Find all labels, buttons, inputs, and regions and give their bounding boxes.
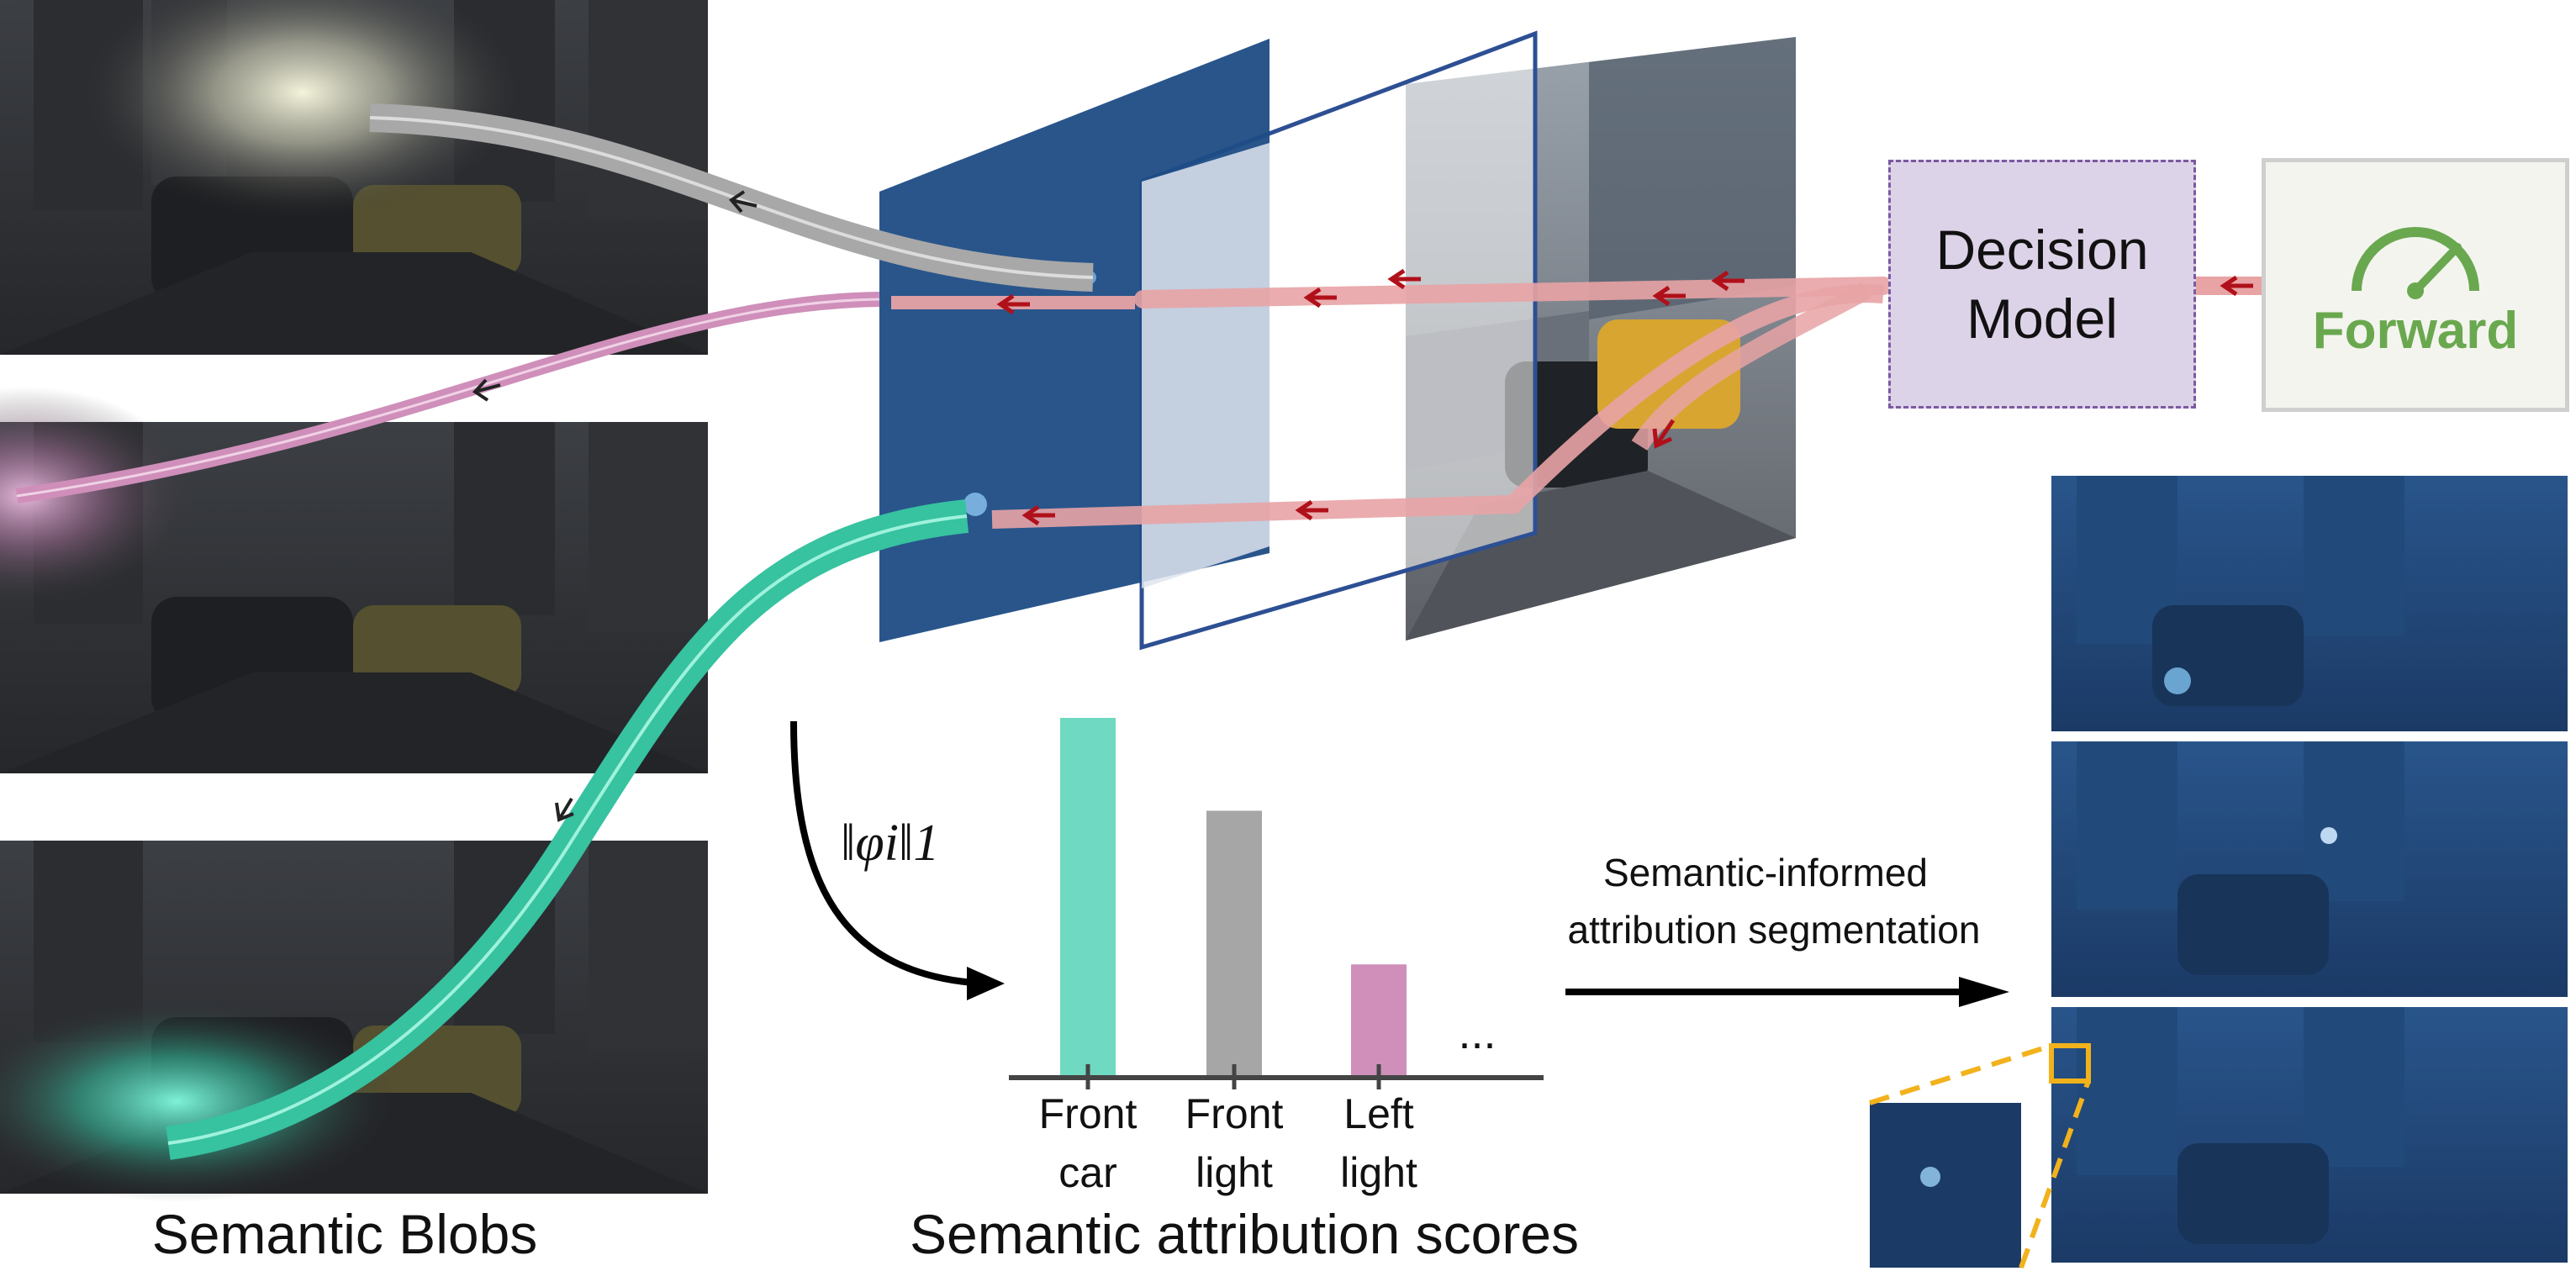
forward-label: Forward xyxy=(2312,302,2519,360)
teal-blob-tube xyxy=(166,499,969,1160)
bar-label-line: light xyxy=(1340,1149,1417,1196)
bar-label-front-light: Front light xyxy=(1150,1084,1318,1202)
segmentation-label-line1: Semantic-informed xyxy=(1602,851,1929,894)
bar-front-light xyxy=(1206,810,1262,1075)
pink-blob-tube xyxy=(15,292,880,504)
segmentation-label-line2: attribution segmentation xyxy=(1567,908,1981,952)
curved-arrow xyxy=(790,720,984,987)
segmentation-heatmap-light xyxy=(2051,741,2568,997)
decision-model-line1: Decision xyxy=(1935,219,2149,281)
zoom-inset xyxy=(1869,1043,2091,1269)
bar-label-left-light: Left light xyxy=(1295,1084,1463,1202)
bar-left-light xyxy=(1351,964,1407,1075)
segmentation-heatmap-car xyxy=(2051,476,2568,731)
bar-chart-ellipsis: ... xyxy=(1458,1008,1497,1058)
blob-image-left-light xyxy=(0,387,708,773)
bar-label-line: Left xyxy=(1343,1090,1414,1137)
decision-model-box: Decision Model xyxy=(1888,160,2196,409)
bar-label-front-car: Front car xyxy=(1004,1084,1172,1202)
bar-front-car xyxy=(1060,718,1116,1075)
segmentation-heatmap-left-light xyxy=(2051,1007,2568,1263)
grey-blob-tube xyxy=(369,103,1094,292)
caption-semantic-blobs: Semantic Blobs xyxy=(151,1203,538,1265)
blob-image-front-light xyxy=(0,0,708,355)
backward-flow-arrows xyxy=(891,268,2295,529)
norm-formula: ‖φi‖1 xyxy=(841,815,940,872)
caption-semantic-attribution-scores: Semantic attribution scores xyxy=(909,1203,1580,1265)
attribution-heatmap-layer xyxy=(879,39,1270,642)
bar-label-line: Front xyxy=(1038,1090,1138,1137)
bar-label-line: Front xyxy=(1185,1090,1284,1137)
blob-image-front-car xyxy=(0,841,708,1202)
attribution-bar-chart xyxy=(1060,718,1407,1089)
speedometer-icon xyxy=(2352,227,2479,299)
bar-label-line: car xyxy=(1058,1149,1117,1196)
decision-model-line2: Model xyxy=(1966,287,2118,350)
bar-label-line: light xyxy=(1196,1149,1273,1196)
forward-box: Forward xyxy=(2262,158,2569,412)
